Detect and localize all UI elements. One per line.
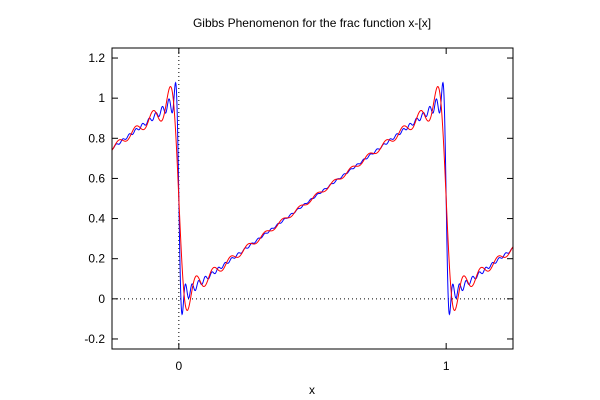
y-tick-label: 0.4 bbox=[88, 212, 105, 226]
x-tick-label: 0 bbox=[175, 359, 182, 373]
series-layer bbox=[111, 81, 514, 316]
x-tick-label: 1 bbox=[443, 359, 450, 373]
chart-title: Gibbs Phenomenon for the frac function x… bbox=[193, 16, 431, 30]
series-line-2 bbox=[111, 86, 514, 311]
y-tick-label: 0.8 bbox=[88, 131, 105, 145]
plot-area bbox=[112, 48, 513, 349]
ticks-layer: -0.2 0 0.2 0.4 0.6 0.8 1 1.2 0 1 bbox=[84, 48, 513, 373]
y-tick-label: 0.2 bbox=[88, 252, 105, 266]
y-tick-label: 1.2 bbox=[88, 51, 105, 65]
y-tick-label: 0.6 bbox=[88, 171, 105, 185]
x-axis-label: x bbox=[309, 383, 315, 397]
y-tick-label: 0 bbox=[98, 292, 105, 306]
plot-frame bbox=[111, 47, 514, 350]
y-tick-label: 1 bbox=[98, 91, 105, 105]
y-tick-label: -0.2 bbox=[84, 332, 105, 346]
